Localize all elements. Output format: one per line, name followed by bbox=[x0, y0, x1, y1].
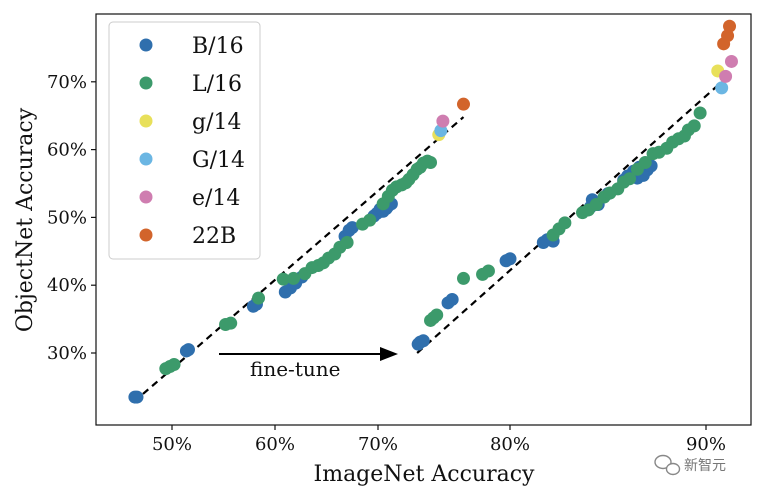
point-b-16 bbox=[416, 334, 430, 348]
y-tick-label: 50% bbox=[47, 207, 87, 228]
legend-marker-l-16 bbox=[139, 76, 153, 90]
point-b-16 bbox=[345, 221, 359, 235]
point-b-16 bbox=[181, 343, 195, 357]
x-tick-label: 50% bbox=[152, 434, 192, 455]
point-l-16 bbox=[623, 172, 637, 186]
point-e-14 bbox=[719, 69, 733, 83]
legend-label-22b: 22B bbox=[192, 224, 236, 249]
x-tick-label: 80% bbox=[490, 434, 530, 455]
legend-label-g-14: G/14 bbox=[192, 148, 245, 173]
point-l-16 bbox=[340, 235, 354, 249]
watermark: 新智元 bbox=[654, 454, 726, 476]
point-l-16 bbox=[287, 271, 301, 285]
x-axis-label: ImageNet Accuracy bbox=[314, 462, 536, 487]
point-l-16 bbox=[558, 216, 572, 230]
point-l-16 bbox=[481, 264, 495, 278]
y-tick-label: 70% bbox=[47, 72, 87, 93]
plot-frame bbox=[95, 13, 752, 426]
y-tick-label: 60% bbox=[47, 140, 87, 161]
point-l-16 bbox=[224, 316, 238, 330]
point-l-16 bbox=[167, 358, 181, 372]
legend-label-b-16: B/16 bbox=[192, 34, 244, 59]
point-e-14 bbox=[724, 54, 738, 68]
point-l-16 bbox=[424, 155, 438, 169]
point-22b bbox=[723, 19, 737, 33]
trend-line-right bbox=[416, 74, 731, 354]
point-l-16 bbox=[252, 291, 266, 305]
legend: B/16 L/16 g/14 G/14 e/14 22B bbox=[108, 21, 261, 260]
legend-marker-e-14 bbox=[139, 190, 153, 204]
point-l-16 bbox=[687, 119, 701, 133]
point-b-16 bbox=[445, 292, 459, 306]
point-b-16 bbox=[503, 252, 517, 266]
legend-marker-b-16 bbox=[139, 38, 153, 52]
point-l-16 bbox=[430, 308, 444, 322]
y-axis-ticks: 30% 40% 50% 60% 70% bbox=[47, 72, 96, 364]
point-l-16 bbox=[638, 155, 652, 169]
point-e-14 bbox=[436, 114, 450, 128]
legend-marker-g-14 bbox=[139, 114, 153, 128]
fine-tune-arrow-head bbox=[380, 347, 398, 361]
x-tick-label: 60% bbox=[255, 434, 295, 455]
watermark-text: 新智元 bbox=[684, 458, 726, 474]
legend-label-e-14: e/14 bbox=[192, 186, 240, 211]
wechat-logo-icon bbox=[654, 454, 681, 476]
legend-label-g-14: g/14 bbox=[192, 110, 242, 135]
legend-label-l-16: L/16 bbox=[192, 72, 242, 97]
y-tick-label: 30% bbox=[47, 343, 87, 364]
legend-marker-22b bbox=[139, 228, 153, 242]
x-axis-ticks: 50% 60% 70% 80% 90% bbox=[152, 425, 726, 455]
point-l-16 bbox=[456, 271, 470, 285]
point-b-16 bbox=[130, 390, 144, 404]
point-22b bbox=[456, 97, 470, 111]
legend-marker-g-14 bbox=[139, 152, 153, 166]
point-l-16 bbox=[363, 213, 377, 227]
fine-tune-label: fine-tune bbox=[250, 357, 340, 381]
point-l-16 bbox=[276, 272, 290, 286]
x-tick-label: 70% bbox=[358, 434, 398, 455]
y-tick-label: 40% bbox=[47, 275, 87, 296]
x-tick-label: 90% bbox=[686, 434, 726, 455]
fine-tune-annotation: fine-tune bbox=[219, 347, 398, 381]
y-axis-label: ObjectNet Accuracy bbox=[13, 107, 38, 332]
point-g-14 bbox=[715, 81, 729, 95]
point-l-16 bbox=[693, 106, 707, 120]
data-points bbox=[128, 19, 738, 404]
